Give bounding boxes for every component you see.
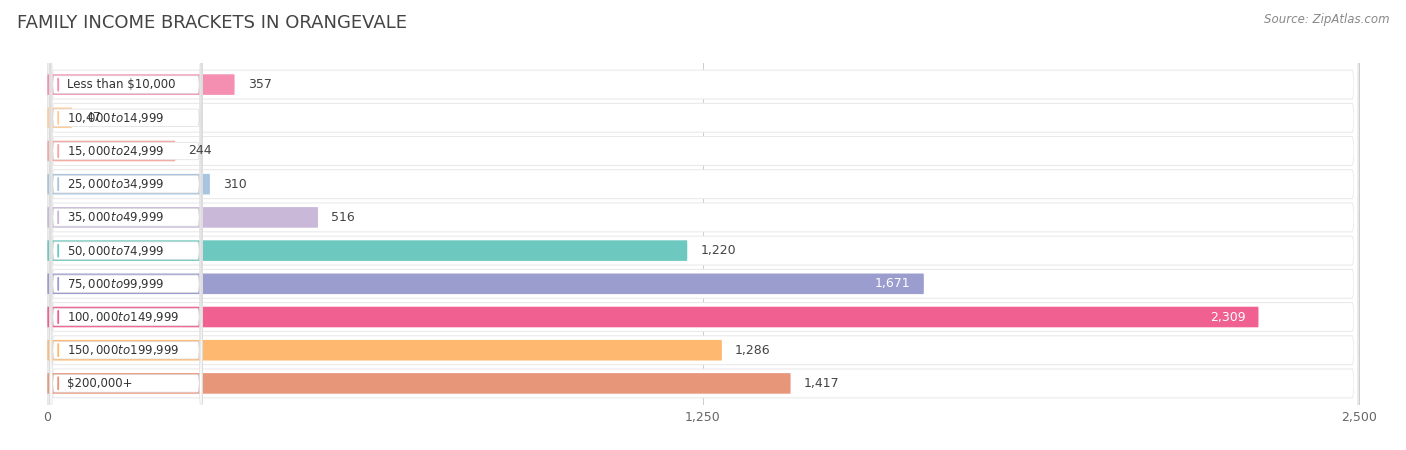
FancyBboxPatch shape [49,0,1357,450]
FancyBboxPatch shape [49,65,1357,450]
Text: $150,000 to $199,999: $150,000 to $199,999 [66,343,179,357]
FancyBboxPatch shape [49,0,1357,450]
FancyBboxPatch shape [51,93,202,450]
FancyBboxPatch shape [51,126,202,450]
Text: 1,286: 1,286 [735,344,770,357]
FancyBboxPatch shape [48,240,688,261]
FancyBboxPatch shape [48,0,1358,450]
Text: 2,309: 2,309 [1209,310,1246,324]
Text: 357: 357 [247,78,271,91]
FancyBboxPatch shape [48,174,209,194]
FancyBboxPatch shape [49,0,1357,403]
Text: Less than $10,000: Less than $10,000 [66,78,176,91]
Text: 244: 244 [188,144,212,158]
FancyBboxPatch shape [48,141,176,161]
FancyBboxPatch shape [51,0,202,408]
Text: $50,000 to $74,999: $50,000 to $74,999 [66,243,165,257]
Text: $75,000 to $99,999: $75,000 to $99,999 [66,277,165,291]
Text: $25,000 to $34,999: $25,000 to $34,999 [66,177,165,191]
Text: 1,671: 1,671 [875,277,911,290]
FancyBboxPatch shape [51,0,202,342]
FancyBboxPatch shape [49,0,1357,450]
FancyBboxPatch shape [48,373,790,394]
Text: 310: 310 [224,178,247,191]
FancyBboxPatch shape [48,340,721,360]
Text: $15,000 to $24,999: $15,000 to $24,999 [66,144,165,158]
FancyBboxPatch shape [51,27,202,450]
Text: $200,000+: $200,000+ [66,377,132,390]
Text: 47: 47 [86,111,101,124]
FancyBboxPatch shape [48,274,924,294]
FancyBboxPatch shape [48,108,72,128]
Text: FAMILY INCOME BRACKETS IN ORANGEVALE: FAMILY INCOME BRACKETS IN ORANGEVALE [17,14,406,32]
FancyBboxPatch shape [49,0,1357,450]
FancyBboxPatch shape [48,307,1258,327]
FancyBboxPatch shape [48,0,1358,450]
Text: 516: 516 [330,211,354,224]
FancyBboxPatch shape [49,0,1357,450]
Text: 1,220: 1,220 [700,244,735,257]
FancyBboxPatch shape [48,207,318,228]
FancyBboxPatch shape [49,32,1357,450]
FancyBboxPatch shape [51,0,202,450]
FancyBboxPatch shape [51,0,202,450]
FancyBboxPatch shape [51,60,202,450]
Text: Source: ZipAtlas.com: Source: ZipAtlas.com [1264,14,1389,27]
FancyBboxPatch shape [49,0,1357,436]
Text: $100,000 to $149,999: $100,000 to $149,999 [66,310,179,324]
FancyBboxPatch shape [48,0,1358,450]
FancyBboxPatch shape [51,0,202,441]
FancyBboxPatch shape [48,74,235,95]
Text: $35,000 to $49,999: $35,000 to $49,999 [66,211,165,225]
FancyBboxPatch shape [49,0,1357,450]
FancyBboxPatch shape [48,0,1358,450]
FancyBboxPatch shape [48,0,1358,450]
FancyBboxPatch shape [48,0,1358,450]
FancyBboxPatch shape [48,0,1358,450]
Text: $10,000 to $14,999: $10,000 to $14,999 [66,111,165,125]
FancyBboxPatch shape [48,0,1358,450]
FancyBboxPatch shape [51,0,202,375]
FancyBboxPatch shape [48,0,1358,450]
Text: 1,417: 1,417 [804,377,839,390]
FancyBboxPatch shape [48,0,1358,450]
